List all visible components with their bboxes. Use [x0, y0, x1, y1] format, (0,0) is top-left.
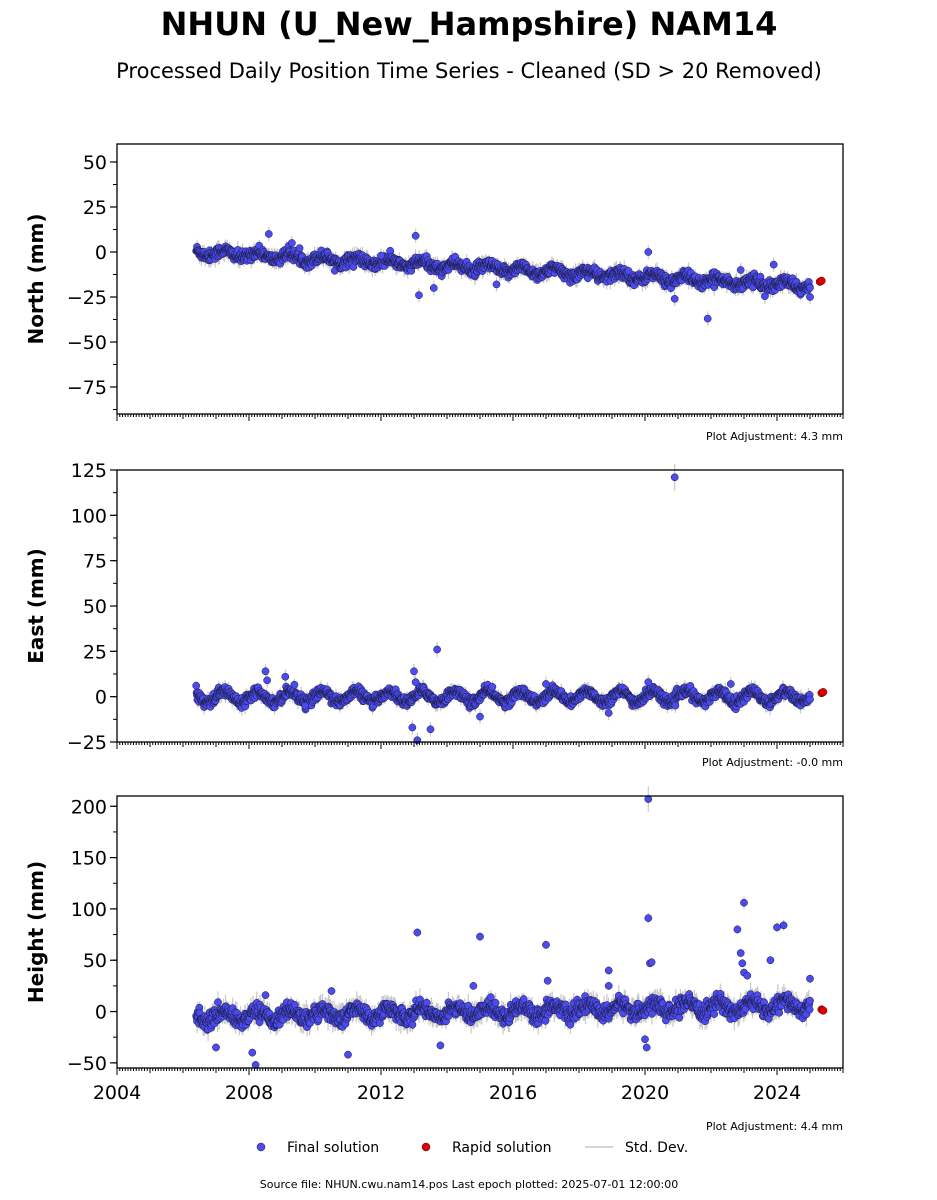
outlier-point: [703, 314, 712, 323]
y-tick-label: −50: [67, 332, 107, 354]
plot-adjustment-note: Plot Adjustment: 4.3 mm: [706, 430, 843, 443]
outlier-point: [429, 284, 438, 292]
outlier-point: [492, 280, 501, 289]
chart-title: NHUN (U_New_Hampshire) NAM14: [161, 5, 778, 43]
outlier-point: [377, 251, 385, 260]
outlier-point: [264, 230, 273, 238]
outlier-point: [736, 266, 745, 274]
north-panel: 50 25 0 −25 −50 −75 North (mm) Plot Adjustment:…: [24, 143, 844, 443]
outlier-point: [769, 260, 778, 269]
outlier-point: [415, 291, 423, 300]
outlier-point: [644, 248, 653, 256]
outlier-point: [806, 293, 814, 301]
y-tick-label: −75: [67, 377, 107, 399]
rapid-point: [817, 276, 826, 285]
rapid-solution-points: [815, 276, 826, 286]
y-axis-label: North (mm): [24, 213, 48, 344]
final-point: [192, 681, 201, 690]
chart-subtitle: Processed Daily Position Time Series - C…: [116, 59, 822, 83]
outlier-point: [288, 239, 296, 247]
outlier-point: [670, 294, 679, 303]
y-tick-label: 50: [83, 152, 107, 174]
final-point: [806, 283, 814, 292]
final-solution-points: [192, 473, 814, 745]
final-point: [295, 244, 304, 252]
y-tick-label: 25: [83, 197, 107, 219]
y-tick-label: −25: [67, 287, 107, 309]
y-tick-label: 0: [95, 242, 107, 264]
outlier-point: [411, 231, 420, 240]
final-solution-points: [192, 230, 814, 323]
